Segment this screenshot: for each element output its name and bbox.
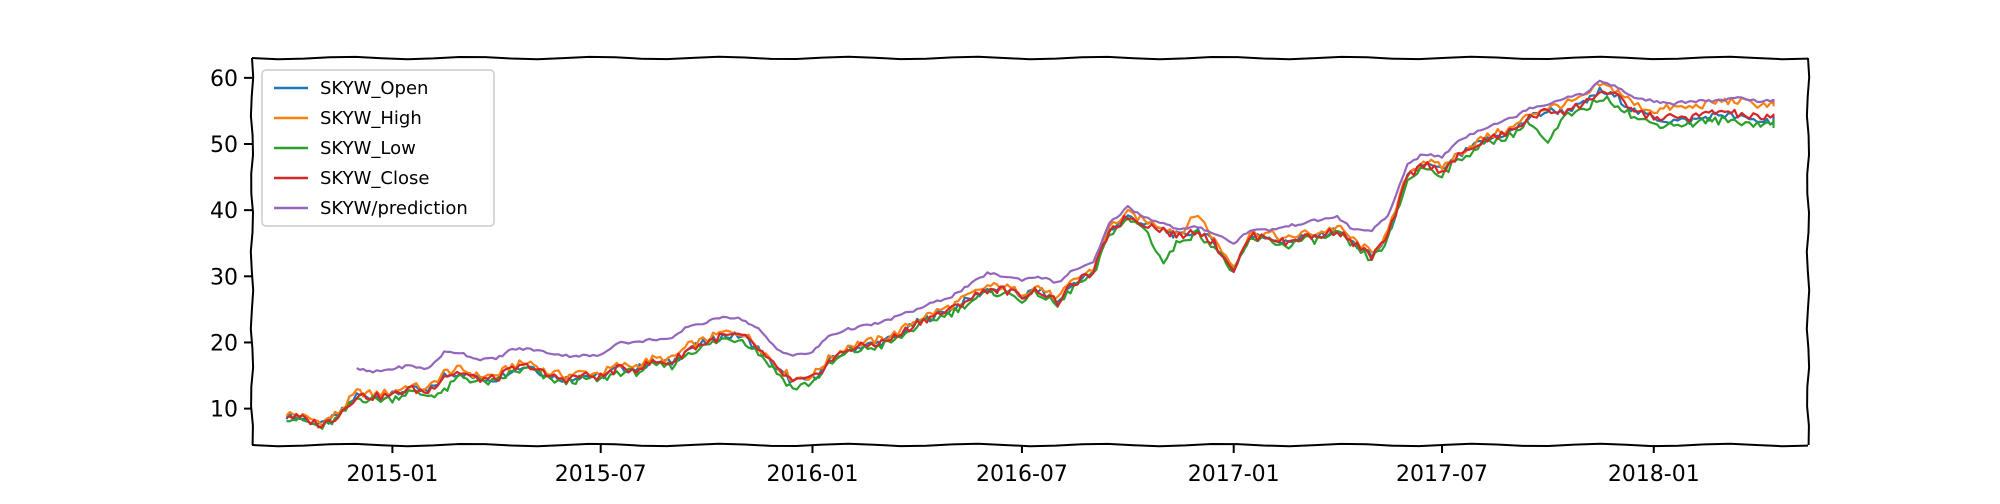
axes-frame (249, 55, 1811, 448)
series-line-skyw-low (286, 95, 1775, 430)
tick-layer: 10 20 30 40 50 60 2015-01 2015-07 2016-01 2016-07… (210, 67, 1700, 487)
x-tick-label: 2015-07 (555, 462, 647, 487)
y-tick-label: 50 (210, 133, 238, 158)
legend-label: SKYW_Close (320, 168, 429, 189)
axis-spine-right (1805, 57, 1811, 446)
y-tick-label: 40 (210, 199, 238, 224)
legend-label: SKYW/prediction (320, 198, 468, 219)
axis-spine-top (251, 55, 1809, 61)
y-tick-label: 10 (210, 398, 238, 423)
series-line-skyw-prediction (356, 79, 1775, 374)
x-tick-label: 2016-07 (976, 462, 1068, 487)
legend-label: SKYW_High (320, 108, 422, 129)
x-tick-label: 2017-07 (1396, 462, 1488, 487)
series-layer (285, 79, 1775, 430)
series-line-skyw-close (286, 90, 1775, 429)
x-tick-label: 2018-01 (1608, 462, 1700, 487)
legend: SKYW_Open SKYW_High SKYW_Low SKYW_Close SKYW… (261, 69, 495, 227)
x-tick-label: 2015-01 (346, 462, 438, 487)
legend-label: SKYW_Low (320, 138, 416, 159)
y-tick-label: 20 (210, 331, 238, 356)
y-tick-label: 30 (210, 265, 238, 290)
legend-box (261, 69, 495, 227)
legend-label: SKYW_Open (320, 78, 428, 99)
x-tick-label: 2017-01 (1188, 462, 1280, 487)
y-tick-label: 60 (210, 67, 238, 92)
axis-spine-left (249, 57, 255, 446)
axis-spine-bottom (251, 442, 1809, 448)
x-tick-label: 2016-01 (767, 462, 859, 487)
